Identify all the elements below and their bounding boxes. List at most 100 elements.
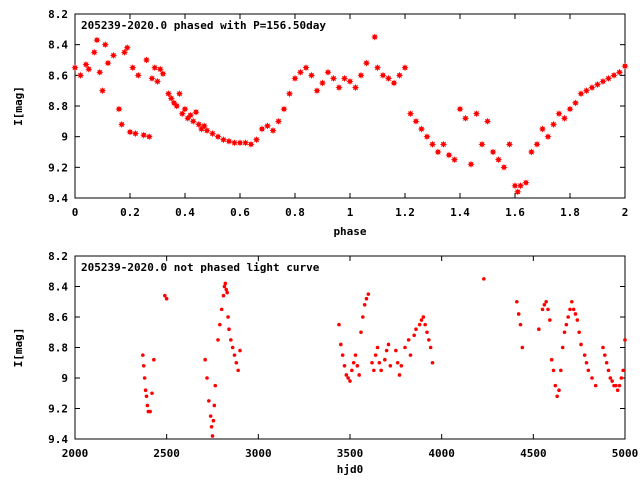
unphased-data-point [414,327,418,332]
unphased-data-point [516,312,521,316]
phased-data-point [489,148,497,156]
phased-data-point [159,70,167,78]
unphased-y-tick-label: 8.6 [48,311,68,324]
unphased-y-tick-label: 8.2 [48,250,68,263]
phased-data-point [351,84,360,92]
phased-data-point [346,77,354,86]
unphased-data-point [216,338,220,342]
phased-data-point [318,79,327,87]
phased-data-point [461,114,470,122]
phased-data-point [236,139,244,147]
unphased-data-point [212,403,217,408]
phased-data-point [123,44,131,52]
phased-data-point [472,110,481,118]
phased-data-point [373,64,382,72]
unphased-data-point [342,364,347,368]
phased-data-point [175,90,184,98]
unphased-y-tick-label: 8.4 [48,281,68,294]
phased-data-point [164,90,173,98]
unphased-data-point [553,383,558,388]
phased-data-point [269,126,277,135]
phased-data-point [511,182,519,190]
unphased-data-point [209,425,214,429]
unphased-y-axis-label: I[mag] [12,328,25,368]
unphased-data-point [562,330,567,335]
phased-data-point [93,36,101,44]
phased-plot-title: 205239-2020.0 phased with P=156.50day [81,19,326,32]
unphased-data-point [213,383,218,388]
phased-data-point [181,105,189,113]
phased-data-point [85,65,93,73]
unphased-data-point [386,342,391,347]
unphased-data-point [515,299,519,304]
phased-data-point [544,133,552,141]
phased-data-point [593,80,602,89]
phased-data-point [610,71,618,79]
unphased-data-point [419,318,424,322]
unphased-data-point [225,290,229,295]
unphased-data-point [593,383,598,388]
unphased-data-point [238,348,242,353]
unphased-data-point [586,368,591,373]
phased-data-point [252,136,261,144]
phased-data-point [280,105,288,113]
unphased-data-point [540,307,545,312]
phased-data-point [214,133,222,141]
phased-data-point [538,125,547,133]
unphased-data-point [590,376,594,380]
phased-data-point [173,102,181,110]
phased-x-tick-label: 1 [347,206,354,219]
phased-data-point [566,105,574,113]
unphased-y-tick-label: 8.8 [48,342,68,355]
unphased-data-point [236,368,240,373]
phased-data-point [555,110,563,118]
unphased-data-point [141,364,146,368]
phased-y-tick-label: 9 [61,131,68,144]
phased-data-point [324,68,332,76]
unphased-data-point [564,322,569,327]
unphased-data-point [164,296,169,301]
unphased-data-point [617,383,622,388]
unphased-data-point [361,315,365,319]
unphased-data-point [608,376,613,380]
phased-y-tick-label: 8.4 [48,39,68,52]
unphased-data-point [571,307,576,312]
unphased-y-tick-label: 9 [61,372,68,385]
phased-data-point [599,77,607,86]
unphased-data-point [227,327,231,332]
unphased-data-point [226,315,230,319]
unphased-data-point [421,315,426,319]
unphased-data-point [570,299,574,304]
phased-data-point [302,64,310,72]
unphased-data-point [610,379,614,383]
unphased-data-point [412,333,416,338]
unphased-data-point [544,299,548,304]
unphased-data-point [577,330,581,335]
phased-data-point [329,74,338,82]
phased-data-point [156,65,164,73]
unphased-data-point [546,307,550,312]
phased-data-point [82,61,90,69]
unphased-data-point [351,360,356,365]
unphased-data-point [223,281,228,286]
unphased-data-point [346,376,350,380]
unphased-data-point [397,373,402,377]
unphased-data-point [375,345,380,350]
phased-data-point [478,140,486,148]
unphased-data-point [207,399,211,403]
phased-data-point [126,128,134,136]
phased-data-point [153,77,162,86]
unphased-data-point [573,312,578,316]
phased-data-point [192,108,200,116]
unphased-data-point [143,388,148,393]
phased-data-point [395,71,404,79]
unphased-data-point [430,360,435,365]
phased-y-tick-label: 8.6 [48,69,68,82]
phased-data-point [101,41,109,49]
phased-data-point [76,71,85,79]
phased-x-tick-label: 0.4 [175,206,195,219]
unphased-x-tick-label: 3500 [337,447,364,460]
unphased-data-point [408,353,413,357]
unphased-data-point [340,353,345,357]
phased-data-point [115,105,123,113]
